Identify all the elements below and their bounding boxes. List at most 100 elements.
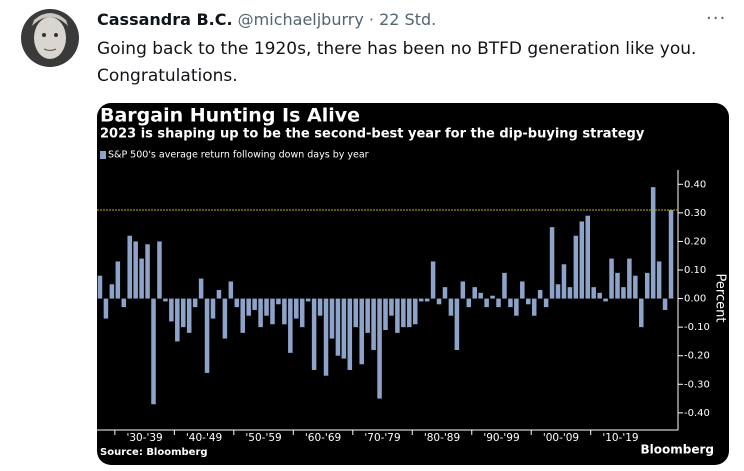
- y-axis-label: Percent: [713, 274, 728, 323]
- bar: [353, 298, 359, 328]
- bar: [650, 187, 656, 299]
- bar: [407, 298, 412, 328]
- bar: [484, 298, 489, 308]
- bar: [371, 298, 376, 350]
- bar: [514, 298, 519, 316]
- bar: [526, 298, 531, 305]
- bar: [157, 241, 162, 299]
- bar: [609, 258, 614, 299]
- bar: [668, 210, 674, 299]
- bar: [448, 298, 454, 316]
- bar: [418, 298, 424, 302]
- bar: [359, 298, 364, 365]
- avatar[interactable]: [10, 8, 90, 88]
- bar: [395, 298, 400, 333]
- bar: [597, 292, 602, 299]
- bar: [175, 298, 180, 342]
- bar: [496, 298, 501, 308]
- bar: [115, 261, 121, 299]
- bar: [442, 287, 448, 299]
- bar: [234, 298, 240, 308]
- bar: [644, 272, 650, 299]
- tweet-header: Cassandra B.C. @michaeljburry · 22 Std.: [97, 10, 436, 29]
- tweet-time[interactable]: · 22 Std.: [368, 10, 437, 29]
- bar: [264, 298, 269, 316]
- bar: [472, 287, 477, 299]
- bar: [186, 298, 192, 333]
- chart-title: Bargain Hunting Is Alive: [100, 105, 360, 127]
- bar: [258, 298, 263, 328]
- bar: [121, 298, 127, 308]
- bar: [335, 298, 341, 356]
- bar: [591, 287, 596, 299]
- bar: [222, 298, 228, 339]
- bar: [383, 298, 388, 330]
- bar: [466, 298, 472, 308]
- y-tick-label: -0.20: [684, 351, 710, 362]
- author-name[interactable]: Cassandra B.C.: [97, 10, 233, 29]
- bar: [377, 298, 382, 399]
- bar: [151, 298, 156, 405]
- bar: [341, 298, 347, 359]
- bar: [329, 298, 335, 339]
- bar: [585, 215, 591, 299]
- bar: [615, 272, 620, 299]
- author-handle[interactable]: @michaeljburry: [237, 10, 364, 29]
- bar: [347, 298, 353, 370]
- bar: [163, 298, 168, 302]
- bar: [502, 272, 507, 299]
- y-tick-label: 0.20: [684, 236, 706, 247]
- bar: [537, 290, 543, 299]
- bar: [145, 244, 150, 299]
- bar: [294, 298, 299, 319]
- bar: [508, 298, 513, 308]
- bar: [627, 258, 632, 299]
- bar: [579, 221, 585, 299]
- y-tick-label: 0.30: [684, 208, 706, 219]
- bar: [180, 298, 186, 328]
- x-tick-label: '60-'69: [305, 432, 341, 444]
- bar: [412, 298, 418, 325]
- bar: [639, 298, 644, 328]
- bar: [169, 298, 174, 322]
- more-button[interactable]: ···: [706, 8, 727, 29]
- brand: Bloomberg: [641, 443, 715, 457]
- x-tick-label: '10-'19: [602, 432, 638, 444]
- bar: [656, 261, 662, 299]
- bar: [282, 298, 287, 325]
- x-tick-label: '90-'99: [483, 432, 519, 444]
- bar: [603, 298, 608, 302]
- bar: [555, 284, 561, 299]
- bar: [520, 281, 525, 299]
- bar: [228, 281, 234, 299]
- bar: [478, 292, 483, 299]
- bar: [240, 298, 245, 333]
- source: Source: Bloomberg: [100, 447, 208, 458]
- bar: [246, 298, 251, 316]
- bar: [198, 278, 204, 299]
- bar: [216, 290, 222, 299]
- y-tick-label: 0.10: [684, 265, 706, 276]
- bar: [252, 298, 257, 310]
- bar: [127, 235, 132, 299]
- bar: [543, 298, 549, 308]
- bar: [549, 227, 555, 299]
- chart-background[interactable]: [97, 103, 729, 465]
- bar: [401, 298, 406, 328]
- bar: [454, 298, 460, 350]
- bar: [305, 298, 311, 302]
- y-tick-label: -0.40: [684, 408, 710, 419]
- bar: [460, 281, 466, 299]
- y-tick-label: 0.00: [684, 294, 706, 305]
- bar: [633, 275, 638, 299]
- bar: [389, 298, 394, 316]
- bar: [531, 298, 537, 316]
- y-tick-label: -0.30: [684, 379, 710, 390]
- x-tick-label: '30-'39: [126, 432, 162, 444]
- bar: [192, 298, 198, 308]
- x-tick-label: '80-'89: [424, 432, 460, 444]
- x-tick-label: '50-'59: [245, 432, 281, 444]
- bar: [270, 298, 275, 325]
- bar: [276, 298, 281, 305]
